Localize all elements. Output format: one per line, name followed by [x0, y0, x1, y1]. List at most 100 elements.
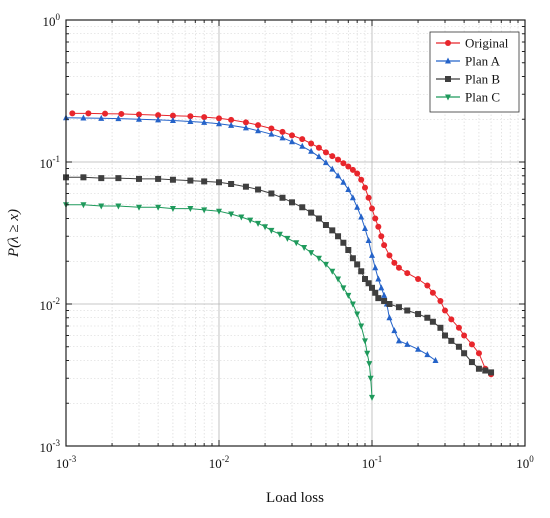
data-point-plan-b [329, 227, 336, 234]
data-point-plan-b [255, 186, 262, 193]
legend-marker-plan-b [445, 76, 451, 82]
data-point-original [216, 115, 222, 122]
data-point-original [365, 194, 372, 201]
data-point-plan-b [475, 365, 482, 372]
data-point-plan-a [169, 116, 176, 123]
data-point-plan-a [404, 340, 411, 347]
data-point-plan-b [468, 359, 475, 366]
x-tick-label: 10-1 [362, 454, 383, 471]
data-point-plan-b [322, 222, 329, 229]
data-point-plan-a [378, 284, 385, 291]
data-point-original [118, 110, 125, 117]
legend-item-original: Original [436, 36, 509, 51]
data-point-original [288, 132, 295, 139]
data-point-original [169, 112, 176, 119]
data-point-plan-b [461, 350, 468, 357]
data-point-plan-c [255, 220, 262, 227]
data-point-plan-c [366, 361, 373, 368]
series-plan-c [63, 202, 375, 401]
data-point-plan-a [255, 127, 262, 134]
data-point-plan-a [369, 251, 375, 258]
y-tick-label: 10-2 [40, 296, 61, 313]
data-point-original [85, 110, 92, 117]
data-point-plan-a [216, 120, 222, 127]
data-point-original [429, 289, 436, 296]
data-point-plan-a [358, 213, 365, 220]
data-point-plan-b [358, 268, 365, 275]
data-point-plan-a [335, 172, 342, 179]
data-point-original [448, 316, 455, 323]
data-point-plan-c [308, 250, 315, 257]
x-axis-title: Load loss [266, 490, 324, 506]
data-point-plan-b [288, 199, 295, 206]
data-point-plan-c [335, 276, 342, 283]
data-point-original [335, 156, 342, 163]
data-point-plan-c [364, 350, 371, 357]
data-point-original [340, 160, 347, 167]
data-point-plan-c [268, 227, 275, 234]
data-point-plan-b [395, 304, 402, 311]
data-point-original [468, 341, 475, 348]
data-point-original [135, 111, 142, 118]
data-point-plan-a [201, 118, 208, 125]
data-point-plan-b [429, 318, 436, 325]
data-point-plan-c [276, 231, 283, 238]
data-point-original [361, 184, 368, 191]
data-point-original [395, 264, 402, 271]
data-point-original [242, 119, 249, 126]
data-point-original [268, 125, 275, 132]
data-point-plan-c [367, 375, 374, 382]
data-point-plan-a [386, 314, 393, 321]
data-point-plan-c [315, 255, 322, 262]
data-point-plan-c [238, 214, 245, 221]
data-point-original [155, 112, 162, 119]
legend-box [429, 31, 520, 113]
data-point-original [369, 205, 375, 212]
data-point-original [441, 307, 448, 314]
data-point-plan-b [365, 280, 372, 287]
data-point-plan-a [135, 115, 142, 122]
data-point-original [299, 136, 306, 143]
data-point-plan-b [354, 261, 361, 268]
data-point-plan-a [279, 134, 286, 141]
data-point-plan-c [361, 338, 368, 345]
legend-item-plan-a: Plan A [436, 54, 501, 69]
data-point-plan-c [169, 206, 176, 213]
data-point-original [372, 215, 379, 222]
data-point-original [455, 324, 462, 331]
data-point-plan-b [242, 183, 249, 190]
data-point-plan-b [386, 301, 393, 307]
data-point-plan-a [228, 121, 235, 128]
data-point-plan-b [115, 175, 122, 182]
data-point-original [358, 176, 365, 183]
data-point-plan-a [115, 115, 122, 122]
data-point-original [279, 128, 286, 135]
data-point-plan-c [135, 204, 142, 211]
data-point-plan-a [375, 275, 382, 282]
data-point-original [228, 116, 235, 123]
data-point-plan-b [187, 177, 194, 184]
data-point-original [404, 270, 411, 277]
data-point-plan-a [322, 159, 329, 166]
data-point-original [415, 275, 422, 282]
data-point-plan-a [381, 291, 388, 298]
data-point-original [391, 259, 398, 266]
data-point-plan-b [404, 307, 411, 314]
data-point-plan-c [284, 235, 291, 242]
legend-marker-original [445, 40, 451, 46]
series-original [69, 110, 495, 378]
legend-item-plan-b: Plan B [436, 72, 500, 87]
y-axis-title: P(λ ≥ x) [6, 209, 22, 258]
data-point-plan-b [80, 174, 87, 181]
data-point-plan-b [98, 175, 105, 182]
data-point-plan-b [482, 367, 489, 374]
data-point-plan-a [415, 345, 422, 352]
data-point-original [308, 140, 315, 147]
data-point-plan-c [322, 261, 329, 268]
data-point-plan-b [308, 209, 315, 216]
data-point-original [381, 242, 388, 249]
data-point-plan-c [354, 311, 361, 318]
data-point-plan-a [345, 186, 352, 193]
legend-label-plan-a: Plan A [465, 54, 501, 69]
